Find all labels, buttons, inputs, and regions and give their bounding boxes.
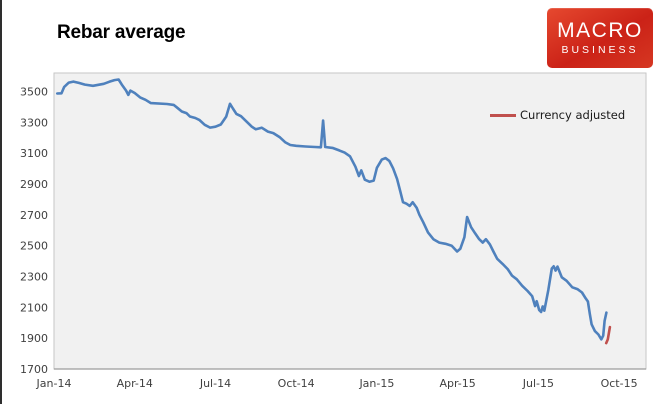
y-tick-label: 3100 xyxy=(20,147,48,160)
chart-title: Rebar average xyxy=(57,22,186,43)
x-tick-label: Jan-14 xyxy=(36,377,72,390)
plot-area xyxy=(53,72,647,370)
x-tick-label: Apr-14 xyxy=(117,377,153,390)
y-tick-label: 2700 xyxy=(20,209,48,222)
y-tick-label: 2900 xyxy=(20,178,48,191)
y-tick-label: 2100 xyxy=(20,301,48,314)
y-tick-label: 1900 xyxy=(20,332,48,345)
x-tick-label: Apr-15 xyxy=(439,377,475,390)
y-tick-label: 1700 xyxy=(20,363,48,376)
y-tick-label: 3500 xyxy=(20,86,48,99)
legend-line-swatch xyxy=(490,113,516,117)
legend-label: Currency adjusted xyxy=(520,108,626,122)
x-tick-label: Jul-14 xyxy=(199,377,231,390)
series-line-rebar-average xyxy=(55,78,608,341)
y-tick-label: 2500 xyxy=(20,240,48,253)
x-tick-label: Oct-14 xyxy=(278,377,315,390)
series-line-currency-adjusted xyxy=(604,325,612,345)
logo-text-macro: MACRO xyxy=(557,18,643,42)
macrobusiness-logo: MACRO BUSINESS xyxy=(547,8,653,68)
x-tick-label: Jul-15 xyxy=(522,377,554,390)
x-tick-label: Jan-15 xyxy=(358,377,394,390)
legend: Currency adjusted xyxy=(490,108,625,122)
logo-text-business: BUSINESS xyxy=(561,44,639,57)
x-tick-label: Oct-15 xyxy=(601,377,638,390)
y-tick-label: 3300 xyxy=(20,116,48,129)
y-tick-label: 2300 xyxy=(20,271,48,284)
